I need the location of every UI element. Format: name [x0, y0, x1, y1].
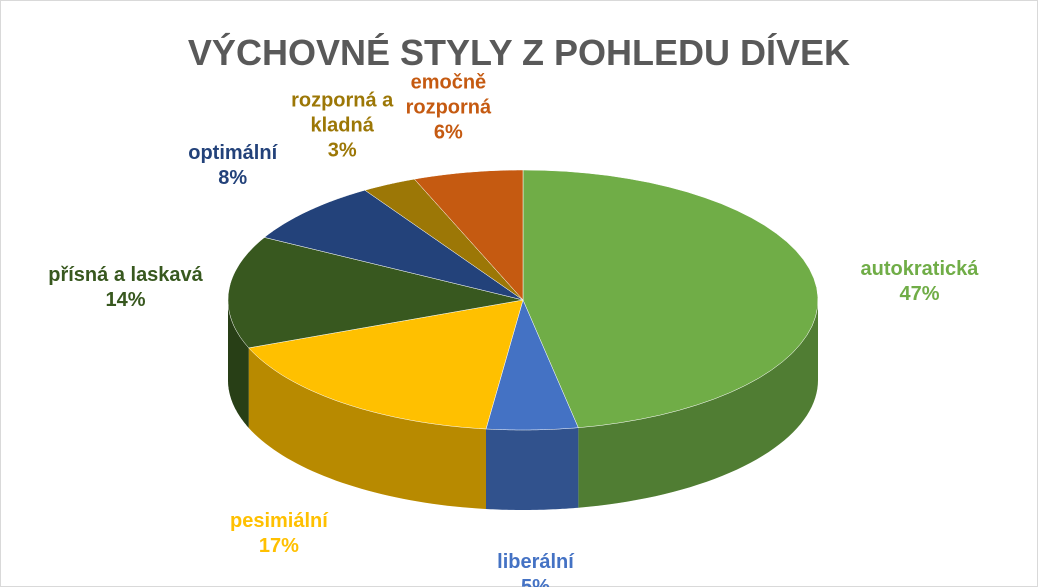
value-label: 5%	[471, 575, 601, 587]
data-label: autokratická 47%	[861, 257, 979, 307]
data-label: rozporná a kladná 3%	[277, 88, 407, 163]
value-label: 6%	[433, 121, 463, 144]
value-label: 47%	[899, 282, 940, 305]
slice-side	[248, 347, 486, 509]
category-label: liberální	[497, 551, 574, 574]
slice-side	[228, 300, 249, 428]
data-label: pesimiální 17%	[230, 509, 328, 559]
slice	[413, 169, 524, 301]
value-label: 14%	[105, 288, 146, 311]
category-label: autokratická	[860, 257, 979, 280]
side-shade	[228, 300, 249, 428]
value-label: 17%	[258, 535, 299, 558]
slice	[485, 299, 579, 431]
chart-title: VÝCHOVNÉ STYLY Z POHLEDU DÍVEK	[187, 32, 851, 73]
data-label: optimální 8%	[188, 141, 277, 191]
category-label: přísná a laskavá	[48, 263, 203, 286]
slice-side	[486, 427, 579, 510]
slice-side	[578, 300, 818, 508]
slice	[227, 237, 524, 349]
slice	[263, 189, 524, 301]
slice	[364, 178, 524, 301]
data-label: emočně rozporná 6%	[383, 70, 513, 145]
slice	[522, 169, 819, 428]
slice	[248, 299, 524, 430]
data-label: přísná a laskavá 14%	[48, 263, 203, 313]
side-shade	[248, 347, 486, 509]
category-label: optimální	[188, 142, 278, 165]
side-shade	[578, 300, 818, 508]
data-label: liberální5%	[471, 550, 601, 587]
side-shade	[486, 427, 579, 510]
category-label: rozporná a kladná	[291, 89, 394, 137]
value-label: 8%	[218, 167, 248, 190]
category-label: pesimiální	[230, 510, 328, 533]
category-label: emočně rozporná	[405, 71, 492, 119]
value-label: 3%	[327, 139, 357, 162]
